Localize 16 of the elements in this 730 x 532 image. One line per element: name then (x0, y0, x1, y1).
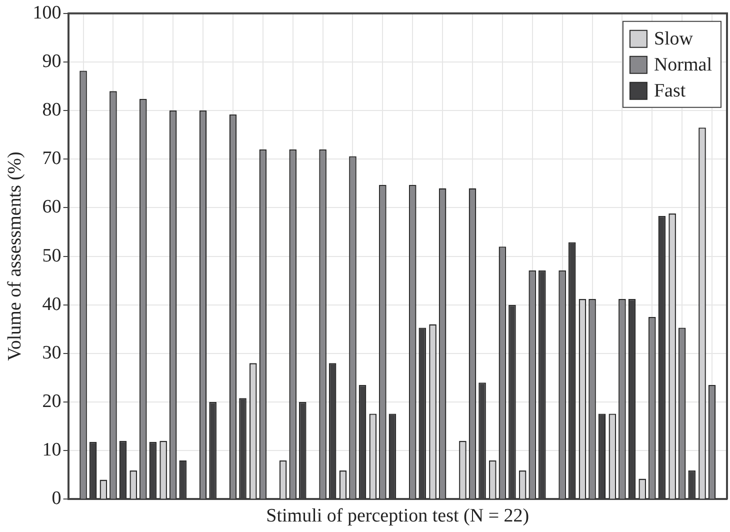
y-tick-label: 0 (52, 488, 62, 510)
x-axis-title: Stimuli of perception test (N = 22) (266, 506, 530, 527)
y-tick-label: 40 (42, 294, 62, 315)
y-tick-label: 20 (42, 391, 62, 412)
legend-label: Fast (654, 80, 686, 102)
y-tick-label: 10 (42, 440, 62, 461)
legend-label: Normal (654, 54, 712, 76)
y-tick-label: 30 (42, 342, 62, 364)
y-tick-label: 100 (32, 2, 62, 24)
y-tick-label: 80 (42, 100, 62, 121)
y-tick-label: 90 (42, 50, 62, 72)
y-axis-title: Volume of assessments (%) (4, 152, 26, 361)
y-tick-label: 70 (42, 148, 62, 170)
y-tick-label: 60 (42, 196, 62, 218)
legend-label: Slow (654, 28, 694, 50)
y-tick-label: 50 (42, 245, 62, 266)
